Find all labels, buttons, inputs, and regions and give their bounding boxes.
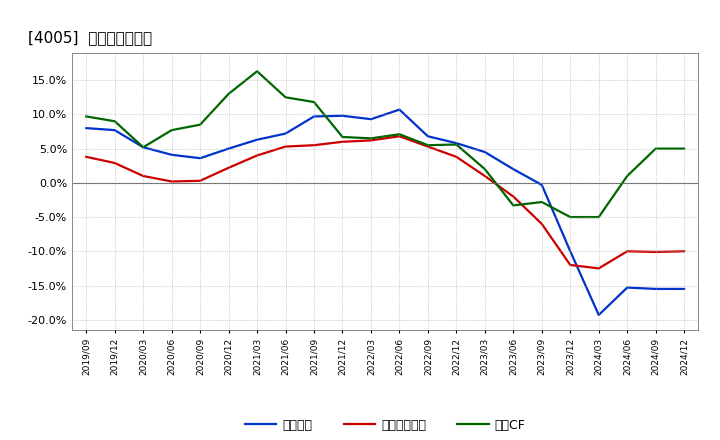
経常利益 bbox=[623, 285, 631, 290]
経常利益 bbox=[310, 114, 318, 119]
経常利益 bbox=[680, 286, 688, 292]
当期経常利益 bbox=[366, 138, 375, 143]
当期経常利益 bbox=[595, 266, 603, 271]
営業CF bbox=[82, 114, 91, 119]
営業CF bbox=[652, 146, 660, 151]
経常利益 bbox=[253, 137, 261, 143]
経常利益 bbox=[566, 249, 575, 254]
当期経常利益 bbox=[480, 173, 489, 179]
経常利益 bbox=[282, 131, 290, 136]
経常利益 bbox=[196, 156, 204, 161]
営業CF bbox=[423, 143, 432, 148]
当期経常利益 bbox=[253, 153, 261, 158]
経常利益 bbox=[110, 128, 119, 133]
当期経常利益 bbox=[395, 134, 404, 139]
経常利益 bbox=[82, 125, 91, 131]
営業CF bbox=[480, 166, 489, 172]
当期経常利益 bbox=[680, 249, 688, 254]
当期経常利益 bbox=[338, 139, 347, 144]
当期経常利益 bbox=[110, 160, 119, 165]
当期経常利益 bbox=[225, 165, 233, 170]
当期経常利益 bbox=[82, 154, 91, 159]
経常利益 bbox=[423, 134, 432, 139]
営業CF bbox=[509, 203, 518, 208]
経常利益 bbox=[452, 140, 461, 146]
経常利益 bbox=[652, 286, 660, 292]
当期経常利益 bbox=[537, 221, 546, 227]
経常利益 bbox=[167, 152, 176, 158]
経常利益 bbox=[366, 117, 375, 122]
Line: 営業CF: 営業CF bbox=[86, 71, 684, 217]
営業CF bbox=[366, 136, 375, 141]
経常利益 bbox=[225, 146, 233, 151]
当期経常利益 bbox=[423, 144, 432, 149]
営業CF bbox=[225, 91, 233, 96]
営業CF bbox=[566, 214, 575, 220]
経常利益 bbox=[139, 145, 148, 150]
営業CF bbox=[623, 173, 631, 179]
営業CF bbox=[452, 142, 461, 147]
当期経常利益 bbox=[652, 249, 660, 255]
Line: 経常利益: 経常利益 bbox=[86, 110, 684, 315]
当期経常利益 bbox=[167, 179, 176, 184]
経常利益 bbox=[595, 312, 603, 318]
当期経常利益 bbox=[139, 173, 148, 179]
当期経常利益 bbox=[566, 262, 575, 268]
当期経常利益 bbox=[282, 144, 290, 149]
営業CF bbox=[310, 99, 318, 105]
経常利益 bbox=[537, 182, 546, 187]
営業CF bbox=[395, 132, 404, 137]
当期経常利益 bbox=[452, 154, 461, 159]
営業CF bbox=[338, 134, 347, 139]
当期経常利益 bbox=[623, 249, 631, 254]
営業CF bbox=[110, 119, 119, 124]
営業CF bbox=[537, 199, 546, 205]
営業CF bbox=[196, 122, 204, 127]
当期経常利益 bbox=[310, 143, 318, 148]
営業CF bbox=[167, 128, 176, 133]
営業CF bbox=[282, 95, 290, 100]
営業CF bbox=[253, 69, 261, 74]
経常利益 bbox=[509, 166, 518, 172]
営業CF bbox=[680, 146, 688, 151]
Text: [4005]  マージンの推移: [4005] マージンの推移 bbox=[28, 29, 152, 45]
経常利益 bbox=[338, 113, 347, 118]
経常利益 bbox=[395, 107, 404, 112]
Line: 当期経常利益: 当期経常利益 bbox=[86, 136, 684, 268]
営業CF bbox=[139, 145, 148, 150]
当期経常利益 bbox=[196, 178, 204, 183]
Legend: 経常利益, 当期経常利益, 営業CF: 経常利益, 当期経常利益, 営業CF bbox=[240, 414, 531, 437]
経常利益 bbox=[480, 150, 489, 155]
営業CF bbox=[595, 214, 603, 220]
当期経常利益 bbox=[509, 194, 518, 199]
